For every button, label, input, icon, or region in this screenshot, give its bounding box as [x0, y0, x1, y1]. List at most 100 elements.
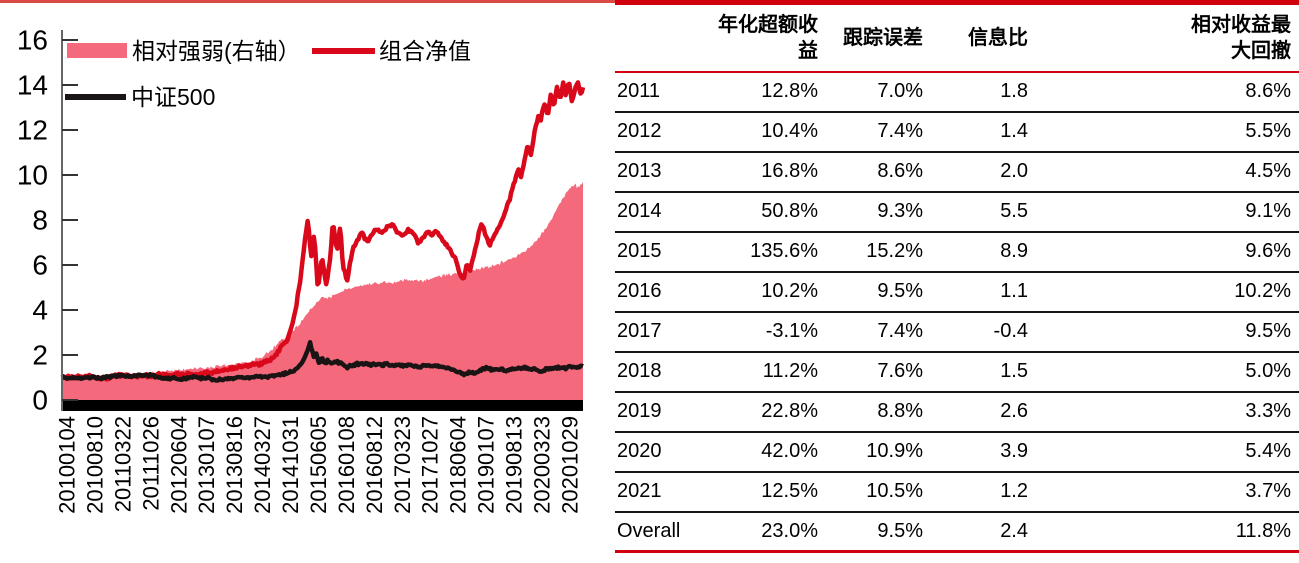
- stats-table-panel: 年化超额收 益 跟踪误差 信息比 相对收益最 大回撤 2011 12.8% 7.0%…: [615, 0, 1299, 558]
- table-cell: 50.8%: [761, 200, 818, 222]
- table-row: 2020 42.0% 10.9% 3.9 5.4%: [615, 432, 1299, 472]
- table-row: 2016 10.2% 9.5% 1.1 10.2%: [615, 272, 1299, 312]
- y-tick-label: 16: [17, 25, 48, 56]
- x-tick-label: 20190107: [474, 416, 499, 514]
- x-tick-label: 20100810: [82, 416, 107, 514]
- table-cell: 2015: [617, 240, 662, 262]
- table-row: 2021 12.5% 10.5% 1.2 3.7%: [615, 472, 1299, 512]
- y-tick-label: 0: [32, 385, 48, 416]
- table-cell: 5.0%: [1245, 360, 1291, 382]
- y-tick-label: 6: [32, 250, 48, 281]
- y-tick-label: 10: [17, 160, 48, 191]
- table-cell: 12.5%: [761, 480, 818, 502]
- table-cell: 1.1: [1000, 280, 1028, 302]
- y-tick-label: 12: [17, 115, 48, 146]
- table-cell: 2.6: [1000, 400, 1028, 422]
- table-cell: 10.5%: [866, 480, 923, 502]
- y-tick-label: 8: [32, 205, 48, 236]
- table-cell: 2.0: [1000, 160, 1028, 182]
- table-cell: 2018: [617, 360, 662, 382]
- table-cell: 10.2%: [1234, 280, 1291, 302]
- table-cell: 2016: [617, 280, 662, 302]
- table-cell: 1.8: [1000, 80, 1028, 102]
- table-cell: 7.0%: [877, 80, 923, 102]
- performance-chart: 0 2 4 6 8 10 12 14 16 20100104 20100810 20110322 201…: [0, 0, 612, 558]
- table-cell: -0.4: [993, 320, 1028, 342]
- x-tick-label: 20110322: [110, 416, 135, 512]
- table-cell: 9.6%: [1245, 240, 1291, 262]
- x-tick-label: 20200323: [530, 416, 555, 514]
- column-header-excess: 年化超额收 益: [718, 13, 818, 62]
- legend-swatch-relative-strength: [67, 43, 127, 58]
- table-cell: 1.4: [1000, 120, 1028, 142]
- x-tick-label: 20120604: [166, 416, 191, 514]
- table-cell: 16.8%: [761, 160, 818, 182]
- table-cell: 2017: [617, 320, 662, 342]
- table-cell: Overall: [617, 519, 681, 542]
- table-cell: 3.7%: [1245, 480, 1291, 502]
- table-cell: 2011: [617, 80, 661, 102]
- x-tick-label: 20180604: [446, 416, 471, 514]
- table-header-row: 年化超额收 益 跟踪误差 信息比 相对收益最 大回撤: [615, 3, 1299, 72]
- x-tick-label: 20130816: [222, 416, 247, 514]
- column-header-drawdown: 相对收益最 大回撤: [1191, 13, 1291, 62]
- table-cell: 2020: [617, 440, 662, 462]
- table-row: 2015 135.6% 15.2% 8.9 9.6%: [615, 232, 1299, 272]
- table-row: 2012 10.4% 7.4% 1.4 5.5%: [615, 112, 1299, 152]
- column-header-info-ratio: 信息比: [968, 26, 1028, 49]
- x-tick-label: 20100104: [55, 416, 80, 514]
- x-tick-label: 20170323: [390, 416, 415, 514]
- table-cell: 7.4%: [877, 320, 923, 342]
- table-cell: 3.3%: [1245, 400, 1291, 422]
- x-tick-label: 20160812: [362, 416, 387, 514]
- performance-table: 年化超额收 益 跟踪误差 信息比 相对收益最 大回撤 2011 12.8% 7.0%…: [615, 0, 1299, 553]
- column-header-tracking: 跟踪误差: [843, 26, 923, 49]
- table-cell: 22.8%: [761, 400, 818, 422]
- y-tick-label: 4: [32, 295, 48, 326]
- table-cell: 15.2%: [866, 240, 923, 262]
- table-cell: 2014: [617, 200, 662, 222]
- table-cell: 2012: [617, 120, 662, 142]
- table-cell: 5.5%: [1245, 120, 1291, 142]
- table-row: 2013 16.8% 8.6% 2.0 4.5%: [615, 152, 1299, 192]
- table-cell: 4.5%: [1245, 160, 1291, 182]
- table-cell: 42.0%: [761, 440, 818, 462]
- x-tick-label: 20201029: [557, 416, 582, 514]
- x-tick-label: 20160108: [334, 416, 359, 514]
- table-cell: 2.4: [1000, 519, 1028, 542]
- column-header-year: [615, 3, 715, 72]
- table-cell: 1.5: [1000, 360, 1028, 382]
- x-tick-label: 20150605: [306, 416, 331, 514]
- table-cell: 9.5%: [1245, 320, 1291, 342]
- table-cell: 11.2%: [762, 360, 818, 382]
- table-cell: 11.8%: [1235, 519, 1291, 542]
- table-cell: 9.3%: [877, 200, 923, 222]
- table-cell: 8.8%: [877, 400, 923, 422]
- table-row: 2017 -3.1% 7.4% -0.4 9.5%: [615, 312, 1299, 352]
- table-row: 2011 12.8% 7.0% 1.8 8.6%: [615, 72, 1299, 112]
- table-row: Overall 23.0% 9.5% 2.4 11.8%: [615, 512, 1299, 552]
- table-cell: -3.1%: [765, 320, 818, 342]
- table-cell: 2013: [617, 160, 662, 182]
- table-cell: 10.4%: [761, 120, 818, 142]
- table-row: 2019 22.8% 8.8% 2.6 3.3%: [615, 392, 1299, 432]
- relative-strength-area: [62, 181, 583, 400]
- y-tick-label: 2: [32, 340, 48, 371]
- table-cell: 7.4%: [877, 120, 923, 142]
- table-cell: 2019: [617, 400, 662, 422]
- x-tick-label: 20140327: [250, 416, 275, 514]
- x-tick-label: 20141031: [278, 416, 303, 514]
- x-tick-label: 20130107: [194, 416, 219, 514]
- table-row: 2014 50.8% 9.3% 5.5 9.1%: [615, 192, 1299, 232]
- table-cell: 9.5%: [877, 280, 923, 302]
- table-cell: 1.2: [1000, 480, 1028, 502]
- table-cell: 8.6%: [877, 160, 923, 182]
- table-cell: 7.6%: [877, 360, 923, 382]
- y-tick-label: 14: [17, 70, 48, 101]
- legend-label-portfolio: 组合净值: [379, 38, 471, 64]
- table-cell: 135.6%: [750, 240, 818, 262]
- csi500-line: [60, 339, 585, 383]
- x-tick-label: 20171027: [418, 416, 443, 514]
- table-cell: 9.5%: [877, 519, 923, 542]
- table-cell: 5.5: [1000, 200, 1028, 222]
